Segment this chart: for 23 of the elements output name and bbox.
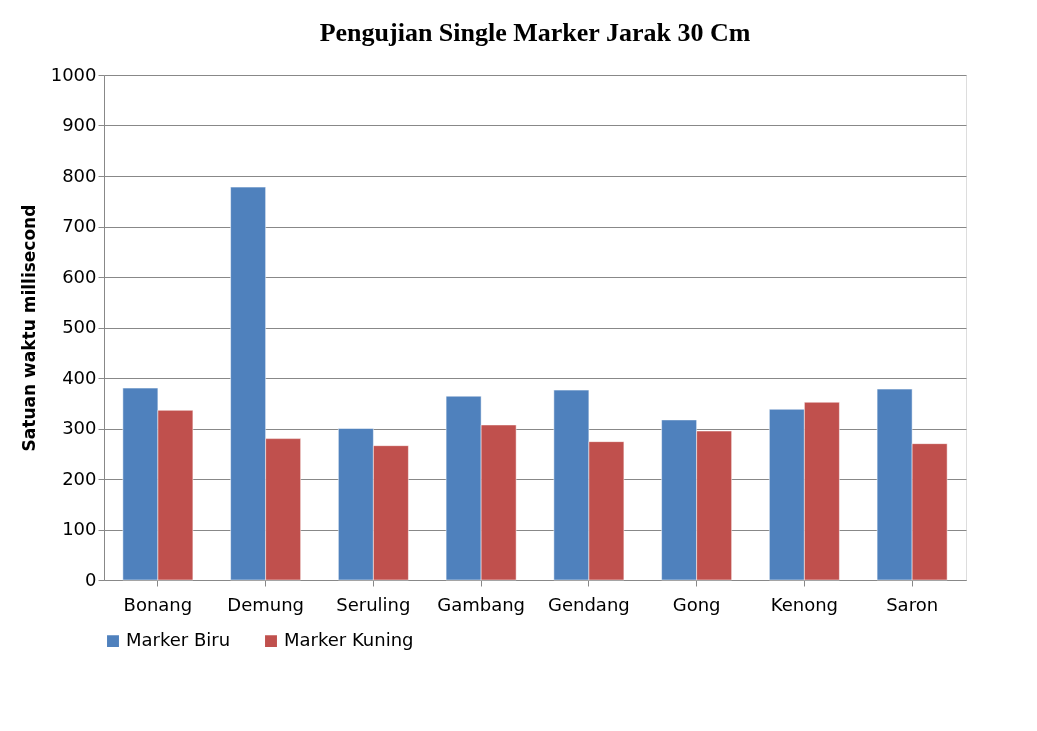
chart-title: Pengujian Single Marker Jarak 30 Cm — [319, 18, 751, 47]
y-tick-label: 400 — [62, 366, 97, 388]
x-tick-label: Gong — [672, 593, 721, 615]
y-tick-label: 600 — [62, 265, 97, 287]
y-tick-label: 800 — [62, 164, 97, 186]
x-tick-label: Bonang — [123, 593, 193, 615]
x-tick-label: Kenong — [770, 593, 838, 615]
y-tick-label: 100 — [62, 518, 97, 539]
legend-label: Marker Kuning — [284, 629, 414, 651]
y-tick-label: 500 — [62, 316, 97, 337]
x-tick-label: Gendang — [548, 593, 630, 615]
x-tick-label: Demung — [227, 593, 304, 615]
legend-label: Marker Biru — [126, 629, 231, 651]
y-tick-label: 1000 — [50, 63, 97, 85]
y-tick-label: 900 — [62, 114, 97, 135]
x-tick-label: Seruling — [336, 593, 411, 615]
x-tick-label: Gambang — [437, 593, 526, 615]
y-tick-label: 0 — [85, 568, 97, 590]
y-axis-title: Satuan waktu millisecond — [18, 204, 39, 452]
y-tick-label: 200 — [62, 467, 97, 489]
y-tick-label: 300 — [62, 417, 97, 438]
y-tick-label: 700 — [62, 215, 97, 236]
x-tick-label: Saron — [886, 593, 939, 615]
